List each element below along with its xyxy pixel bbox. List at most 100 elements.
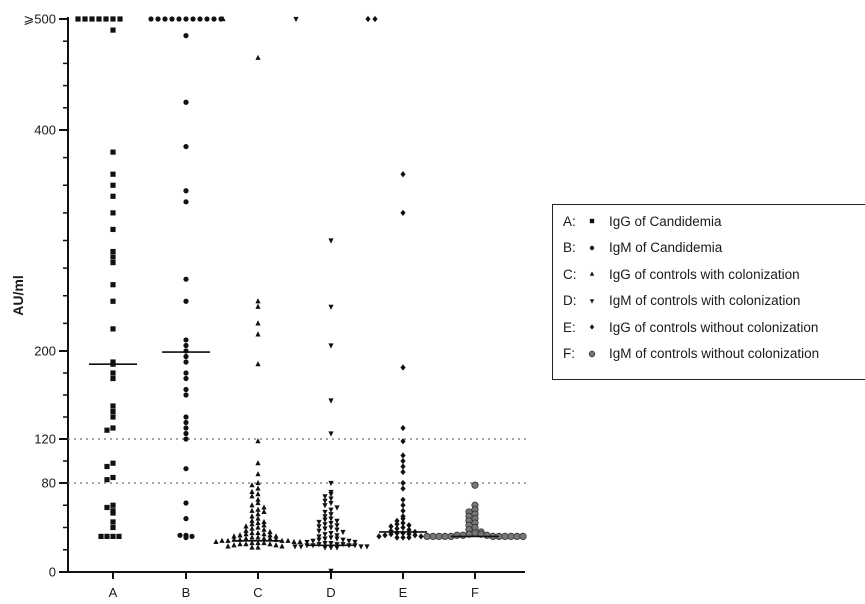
data-point xyxy=(273,533,279,539)
y-tick-label: 120 xyxy=(34,432,56,447)
legend-item: E: IgG of controls without colonization xyxy=(563,317,818,337)
data-point xyxy=(249,513,255,519)
data-point xyxy=(261,526,267,532)
data-point xyxy=(255,544,261,550)
data-point xyxy=(110,519,116,525)
data-point xyxy=(255,539,261,546)
data-point xyxy=(110,474,116,481)
data-point xyxy=(418,533,424,540)
data-point xyxy=(249,493,255,499)
data-point xyxy=(328,500,334,507)
data-point xyxy=(328,540,334,547)
data-point xyxy=(267,541,273,547)
data-point xyxy=(183,534,189,541)
legend-marker-icon xyxy=(589,298,595,304)
data-point xyxy=(334,523,340,529)
data-point xyxy=(243,531,249,537)
data-point xyxy=(249,502,255,508)
data-point xyxy=(183,298,189,304)
x-tick-label: F xyxy=(471,585,479,600)
data-point xyxy=(507,532,515,541)
data-point xyxy=(328,238,334,244)
data-point xyxy=(453,531,461,539)
data-point xyxy=(483,531,491,539)
data-point xyxy=(328,492,334,498)
legend-marker-icon xyxy=(588,350,596,357)
data-point xyxy=(400,534,406,541)
data-point xyxy=(255,515,261,521)
data-point xyxy=(183,359,189,365)
data-point xyxy=(400,515,406,522)
data-point xyxy=(183,33,189,39)
data-point xyxy=(400,502,406,509)
data-point xyxy=(183,199,189,205)
data-point xyxy=(255,298,261,304)
data-point xyxy=(110,254,116,260)
data-point xyxy=(412,532,418,539)
data-point xyxy=(220,15,226,22)
data-point xyxy=(110,375,116,382)
data-point xyxy=(148,16,154,22)
y-tick-label: ⩾500 xyxy=(23,12,56,27)
data-point xyxy=(322,532,328,538)
data-point xyxy=(255,529,261,536)
data-point xyxy=(110,408,116,415)
data-point xyxy=(255,485,261,491)
legend-item: F: IgM of controls without colonization xyxy=(563,344,819,364)
data-point xyxy=(183,337,189,343)
data-point xyxy=(96,16,102,22)
data-point xyxy=(267,528,273,535)
legend-item: B: IgM of Candidemia xyxy=(563,238,722,258)
data-point xyxy=(273,542,279,548)
data-point xyxy=(334,536,340,542)
data-point xyxy=(292,544,298,550)
data-point xyxy=(197,16,203,22)
data-point xyxy=(328,496,334,502)
data-point xyxy=(400,519,406,527)
data-point xyxy=(255,460,261,466)
data-point xyxy=(328,507,334,513)
data-point xyxy=(255,519,261,526)
series-D xyxy=(292,16,370,575)
data-point xyxy=(406,522,412,529)
x-tick-label: C xyxy=(253,585,262,600)
data-point xyxy=(322,503,328,509)
data-point xyxy=(183,375,189,382)
data-point xyxy=(183,386,189,393)
data-point xyxy=(104,427,110,433)
data-point xyxy=(400,524,406,531)
data-point xyxy=(249,507,255,513)
legend-marker-icon xyxy=(589,271,595,276)
data-point xyxy=(225,537,231,543)
data-point xyxy=(423,532,431,541)
series-C xyxy=(213,15,303,550)
series-F xyxy=(423,481,527,541)
data-point xyxy=(334,505,340,511)
data-point xyxy=(183,466,189,472)
data-point xyxy=(400,452,406,459)
data-point xyxy=(293,16,299,23)
data-point xyxy=(243,535,249,541)
data-point xyxy=(358,544,364,550)
data-point xyxy=(328,512,334,518)
data-point xyxy=(400,496,406,503)
x-tick-label: E xyxy=(399,585,408,600)
data-point xyxy=(328,343,334,349)
legend-item: C: IgG of controls with colonization xyxy=(563,264,800,284)
data-point xyxy=(261,539,267,546)
data-point xyxy=(328,525,334,531)
data-point xyxy=(249,525,255,531)
legend-label: IgG of controls with colonization xyxy=(609,266,800,282)
data-point xyxy=(110,171,116,177)
data-point xyxy=(116,533,122,539)
legend-marker-icon xyxy=(589,218,595,224)
legend-marker-icon xyxy=(589,245,595,250)
data-point xyxy=(519,532,527,541)
data-point xyxy=(183,414,189,420)
data-point xyxy=(304,539,310,546)
data-point xyxy=(110,282,116,288)
legend-marker xyxy=(589,271,595,276)
legend: A: IgG of Candidemia B: IgM of Candidemia C:… xyxy=(552,204,865,380)
legend-key: C: xyxy=(563,266,577,282)
data-point xyxy=(352,539,358,546)
